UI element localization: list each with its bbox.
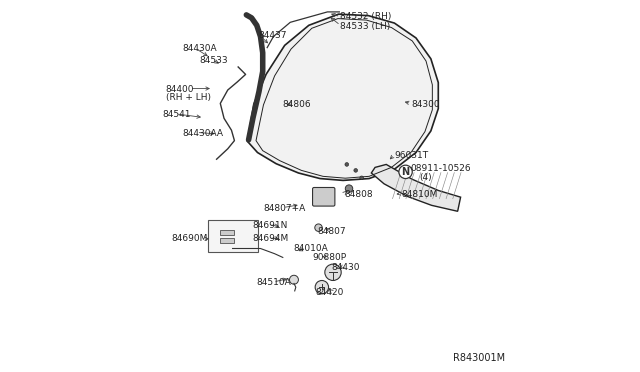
Circle shape — [289, 275, 298, 284]
Text: 08911-10526: 08911-10526 — [410, 164, 470, 173]
Text: 84510A: 84510A — [256, 278, 291, 287]
Polygon shape — [248, 14, 438, 180]
Text: 84694M: 84694M — [252, 234, 289, 243]
Circle shape — [325, 264, 341, 280]
Text: 84691N: 84691N — [252, 221, 287, 230]
Circle shape — [346, 185, 353, 192]
Text: 84807: 84807 — [317, 227, 346, 236]
Text: 84532 (RH): 84532 (RH) — [340, 12, 392, 21]
Text: 84541: 84541 — [162, 110, 191, 119]
Text: 84437: 84437 — [259, 31, 287, 40]
Text: 90880P: 90880P — [312, 253, 347, 262]
Circle shape — [360, 176, 364, 180]
Text: 84807+A: 84807+A — [264, 204, 306, 213]
Text: (4): (4) — [420, 173, 433, 182]
Text: N: N — [401, 167, 410, 177]
Text: 84300: 84300 — [411, 100, 440, 109]
Text: 84430A: 84430A — [182, 44, 217, 53]
Text: 84533 (LH): 84533 (LH) — [340, 22, 390, 31]
Circle shape — [315, 280, 328, 294]
Text: R843001M: R843001M — [453, 353, 506, 363]
Circle shape — [399, 165, 412, 179]
Circle shape — [345, 163, 349, 166]
Text: 84400: 84400 — [166, 85, 194, 94]
FancyBboxPatch shape — [209, 220, 257, 252]
Text: 96031T: 96031T — [394, 151, 429, 160]
Circle shape — [315, 224, 322, 231]
Text: 84808: 84808 — [344, 190, 373, 199]
FancyBboxPatch shape — [220, 238, 234, 243]
Text: 84010A: 84010A — [293, 244, 328, 253]
Text: 84690M: 84690M — [172, 234, 207, 243]
Text: (RH + LH): (RH + LH) — [166, 93, 211, 102]
Text: 84810M: 84810M — [401, 190, 438, 199]
Text: 84806: 84806 — [283, 100, 312, 109]
Circle shape — [354, 169, 358, 172]
Text: 84430AA: 84430AA — [182, 129, 223, 138]
Text: 84533: 84533 — [199, 56, 228, 65]
FancyBboxPatch shape — [220, 230, 234, 235]
FancyBboxPatch shape — [312, 187, 335, 206]
Polygon shape — [371, 164, 461, 211]
Text: 84420: 84420 — [316, 288, 344, 296]
Text: 84430: 84430 — [331, 263, 360, 272]
